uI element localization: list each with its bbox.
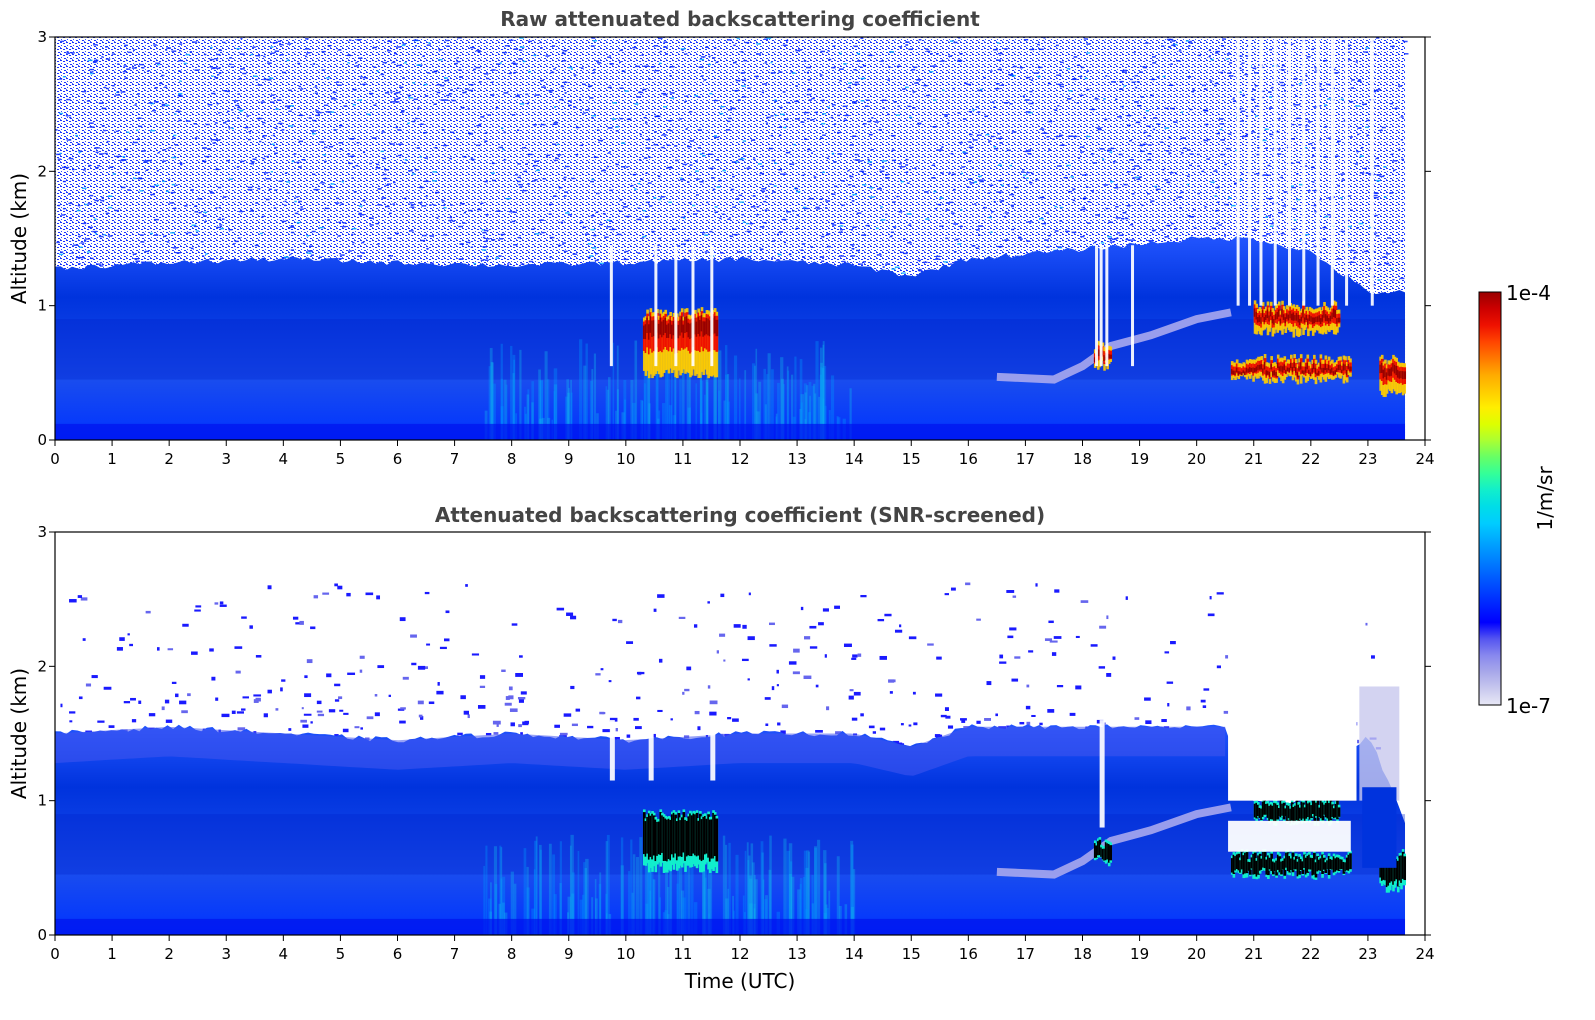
x-tick-label: 17: [1016, 945, 1035, 963]
x-tick-label: 14: [845, 945, 864, 963]
x-tick-label: 19: [1130, 945, 1149, 963]
x-tick-label: 8: [507, 945, 517, 963]
panel-title: Attenuated backscattering coefficient (S…: [435, 503, 1045, 527]
x-tick-label: 3: [221, 945, 231, 963]
y-tick-label: 3: [37, 28, 47, 46]
colorbar-gradient: [1478, 291, 1502, 706]
x-tick-label: 15: [902, 450, 921, 468]
x-tick-label: 10: [616, 945, 635, 963]
x-tick-label: 24: [1415, 450, 1434, 468]
x-tick-label: 1: [107, 945, 117, 963]
colorbar-max-label: 1e-4: [1506, 281, 1551, 305]
x-tick-label: 1: [107, 450, 117, 468]
x-tick-label: 11: [673, 945, 692, 963]
x-tick-label: 2: [164, 450, 174, 468]
y-axis-label: Altitude (km): [7, 173, 31, 304]
x-axis-label: Time (UTC): [684, 969, 796, 993]
x-tick-label: 7: [450, 450, 460, 468]
x-tick-label: 5: [336, 945, 346, 963]
x-tick-label: 5: [336, 450, 346, 468]
x-tick-label: 18: [1073, 450, 1092, 468]
x-tick-label: 4: [279, 945, 289, 963]
boundary-layer: [55, 724, 1406, 935]
x-tick-label: 15: [902, 945, 921, 963]
x-tick-label: 19: [1130, 450, 1149, 468]
heatmap-area: [55, 532, 1425, 935]
x-tick-label: 17: [1016, 450, 1035, 468]
x-tick-label: 24: [1415, 945, 1434, 963]
y-tick-label: 1: [37, 297, 47, 315]
panel-2: Attenuated backscattering coefficient (S…: [7, 503, 1435, 993]
x-tick-label: 16: [959, 450, 978, 468]
y-tick-label: 0: [37, 431, 47, 449]
y-axis-label: Altitude (km): [7, 668, 31, 799]
x-tick-label: 6: [393, 450, 403, 468]
x-tick-label: 16: [959, 945, 978, 963]
x-tick-label: 21: [1244, 450, 1263, 468]
x-tick-label: 22: [1301, 450, 1320, 468]
y-tick-label: 2: [37, 657, 47, 675]
x-tick-label: 11: [673, 450, 692, 468]
panel-title: Raw attenuated backscattering coefficien…: [500, 7, 980, 31]
y-tick-label: 0: [37, 926, 47, 944]
x-tick-label: 9: [564, 450, 574, 468]
x-tick-label: 21: [1244, 945, 1263, 963]
y-tick-label: 3: [37, 523, 47, 541]
x-tick-label: 9: [564, 945, 574, 963]
colorbar-unit-label: 1/m/sr: [1533, 466, 1557, 531]
x-tick-label: 8: [507, 450, 517, 468]
x-tick-label: 2: [164, 945, 174, 963]
x-tick-label: 7: [450, 945, 460, 963]
residual-layer: [996, 803, 1232, 879]
y-tick-label: 1: [37, 792, 47, 810]
x-tick-label: 12: [730, 450, 749, 468]
x-tick-label: 12: [730, 945, 749, 963]
x-tick-label: 20: [1187, 450, 1206, 468]
x-tick-label: 3: [221, 450, 231, 468]
x-tick-label: 0: [50, 450, 60, 468]
x-tick-label: 6: [393, 945, 403, 963]
x-tick-label: 22: [1301, 945, 1320, 963]
panel-1: Raw attenuated backscattering coefficien…: [7, 7, 1435, 468]
x-tick-label: 13: [788, 945, 807, 963]
x-tick-label: 18: [1073, 945, 1092, 963]
x-tick-label: 23: [1358, 945, 1377, 963]
colorbar: 1e-4 1e-7 1/m/sr: [1478, 281, 1557, 718]
heatmap-area: [55, 37, 1425, 440]
x-tick-label: 23: [1358, 450, 1377, 468]
x-tick-label: 14: [845, 450, 864, 468]
x-tick-label: 10: [616, 450, 635, 468]
residual-layer: [996, 308, 1232, 384]
y-tick-label: 2: [37, 162, 47, 180]
x-tick-label: 20: [1187, 945, 1206, 963]
x-tick-label: 4: [279, 450, 289, 468]
x-tick-label: 13: [788, 450, 807, 468]
x-tick-label: 0: [50, 945, 60, 963]
boundary-layer: [55, 236, 1406, 440]
colorbar-min-label: 1e-7: [1506, 694, 1551, 718]
